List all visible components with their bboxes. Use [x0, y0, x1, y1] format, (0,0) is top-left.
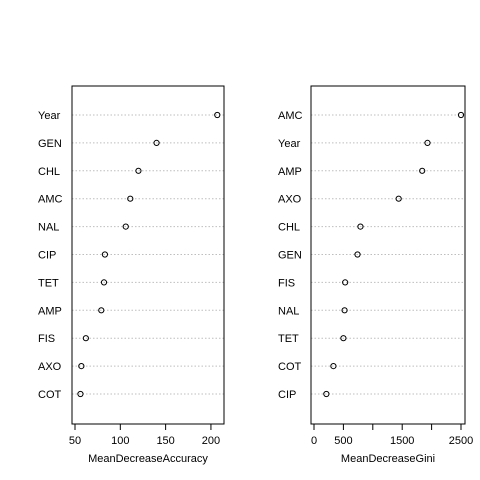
data-point	[342, 279, 349, 286]
data-point	[457, 111, 465, 119]
x-axis-title: MeanDecreaseAccuracy	[88, 453, 208, 465]
data-point	[122, 223, 129, 230]
row-label: AMP	[38, 305, 62, 317]
row-label: CHL	[278, 222, 300, 234]
x-tick-label: 500	[334, 435, 352, 447]
data-point	[127, 195, 134, 202]
data-point	[100, 279, 108, 286]
row-label: COT	[38, 389, 62, 401]
plot-frame	[310, 85, 466, 425]
data-point	[82, 335, 89, 342]
data-point	[323, 390, 330, 398]
x-tick-label: 1500	[390, 435, 414, 447]
x-tick-label: 150	[156, 435, 174, 447]
data-point	[357, 223, 364, 230]
data-point	[98, 307, 105, 314]
row-label: TET	[38, 277, 59, 289]
row-label: COT	[278, 361, 302, 373]
row-label: AMP	[278, 166, 302, 178]
row-label: NAL	[278, 305, 299, 317]
row-label: GEN	[278, 250, 302, 262]
data-point	[135, 167, 142, 174]
row-label: CIP	[278, 389, 296, 401]
row-label: GEN	[38, 138, 62, 150]
row-label: TET	[278, 333, 299, 345]
x-tick-label: 50	[69, 435, 81, 447]
row-label: CIP	[38, 250, 56, 262]
row-label: CHL	[38, 166, 60, 178]
x-tick-label: 0	[311, 435, 317, 447]
data-point	[101, 251, 109, 258]
x-tick-label: 100	[111, 435, 129, 447]
data-point	[395, 195, 402, 202]
row-label: FIS	[278, 277, 295, 289]
data-point	[341, 307, 348, 314]
x-tick-label: 2500	[449, 435, 473, 447]
row-label: AMC	[38, 194, 63, 206]
data-point	[340, 335, 347, 342]
data-point	[424, 139, 431, 146]
data-point	[330, 363, 337, 370]
row-label: AXO	[38, 361, 62, 373]
row-label: NAL	[38, 222, 59, 234]
row-label: Year	[38, 110, 61, 122]
row-label: Year	[278, 138, 301, 150]
data-point	[78, 363, 85, 370]
data-point	[214, 111, 221, 119]
accuracy-panel: Year GEN CHL AMC NAL CIP TET AMP FIS AXO COT 50 100 1…	[38, 85, 225, 465]
row-label: AXO	[278, 194, 302, 206]
data-point	[77, 390, 84, 398]
row-label: FIS	[38, 333, 55, 345]
data-point	[419, 167, 426, 174]
gini-panel: AMC Year AMP AXO CHL GEN FIS NAL TET COT CIP 0 500 15…	[278, 85, 473, 465]
x-tick-label: 200	[202, 435, 220, 447]
x-axis-title: MeanDecreaseGini	[341, 453, 435, 465]
data-point	[354, 251, 361, 258]
data-point	[153, 139, 160, 146]
row-label: AMC	[278, 110, 303, 122]
plot-frame	[71, 85, 225, 425]
